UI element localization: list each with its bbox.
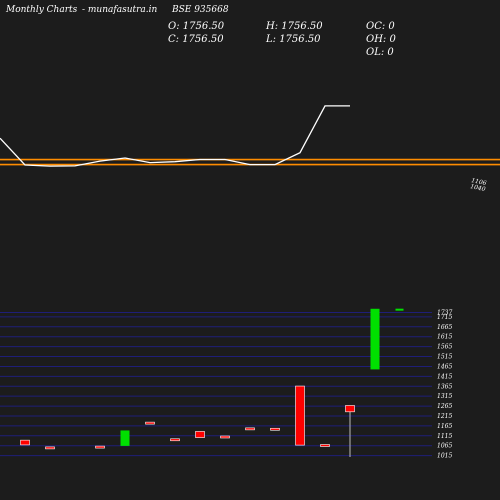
candle-body bbox=[170, 438, 180, 442]
symbol-label: BSE 935668 bbox=[172, 5, 229, 15]
y-tick-label: 1665 bbox=[437, 324, 452, 331]
y-tick-label: 1615 bbox=[437, 334, 452, 341]
y-tick-label: 1365 bbox=[437, 383, 452, 390]
y-tick-label: 1315 bbox=[437, 393, 452, 400]
high-value: H: 1756.50 bbox=[266, 21, 323, 32]
candle-body bbox=[370, 308, 380, 370]
candle-body bbox=[120, 430, 130, 446]
y-tick-label: 1715 bbox=[437, 314, 452, 321]
low-value: L: 1756.50 bbox=[266, 34, 321, 45]
ol-value: OL: 0 bbox=[366, 47, 394, 58]
candle-body bbox=[245, 427, 255, 431]
candle-body bbox=[220, 435, 230, 439]
price-series-line bbox=[0, 105, 350, 167]
y-tick-label: 1565 bbox=[437, 344, 452, 351]
y-tick-label: 1015 bbox=[437, 453, 452, 460]
oc-value: OC: 0 bbox=[366, 21, 395, 32]
candle-body bbox=[45, 446, 55, 450]
site-label: - munafasutra.in bbox=[82, 5, 158, 15]
candle-body bbox=[195, 431, 205, 438]
candlestick-chart: 1015 1065 1115 1165 1215 1265 1315 1365 1415 1465… bbox=[0, 308, 452, 460]
y-tick-label: 1737 bbox=[437, 310, 452, 317]
top-tick-label: 1040 bbox=[470, 183, 487, 193]
y-tick-label: 1465 bbox=[437, 363, 452, 370]
candle-body bbox=[295, 385, 305, 446]
candle-body bbox=[95, 445, 105, 449]
y-tick-label: 1115 bbox=[437, 433, 452, 440]
y-tick-label: 1065 bbox=[437, 443, 452, 450]
candle-body bbox=[395, 308, 404, 311]
top-tick-label: 1106 bbox=[471, 177, 488, 187]
chart-period-label: Monthly Charts bbox=[6, 5, 78, 15]
candle-body bbox=[145, 421, 155, 425]
candle-body bbox=[20, 439, 30, 446]
open-value: O: 1756.50 bbox=[168, 21, 225, 32]
close-value: C: 1756.50 bbox=[168, 34, 224, 45]
y-tick-label: 1415 bbox=[437, 373, 452, 380]
y-tick-label: 1165 bbox=[437, 423, 452, 430]
candle-body bbox=[345, 405, 355, 413]
y-tick-label: 1265 bbox=[437, 403, 452, 410]
oh-value: OH: 0 bbox=[366, 34, 396, 45]
y-tick-label: 1215 bbox=[437, 413, 452, 420]
y-tick-label: 1515 bbox=[437, 354, 452, 361]
candle-body bbox=[320, 444, 330, 447]
candle-body bbox=[270, 427, 280, 431]
